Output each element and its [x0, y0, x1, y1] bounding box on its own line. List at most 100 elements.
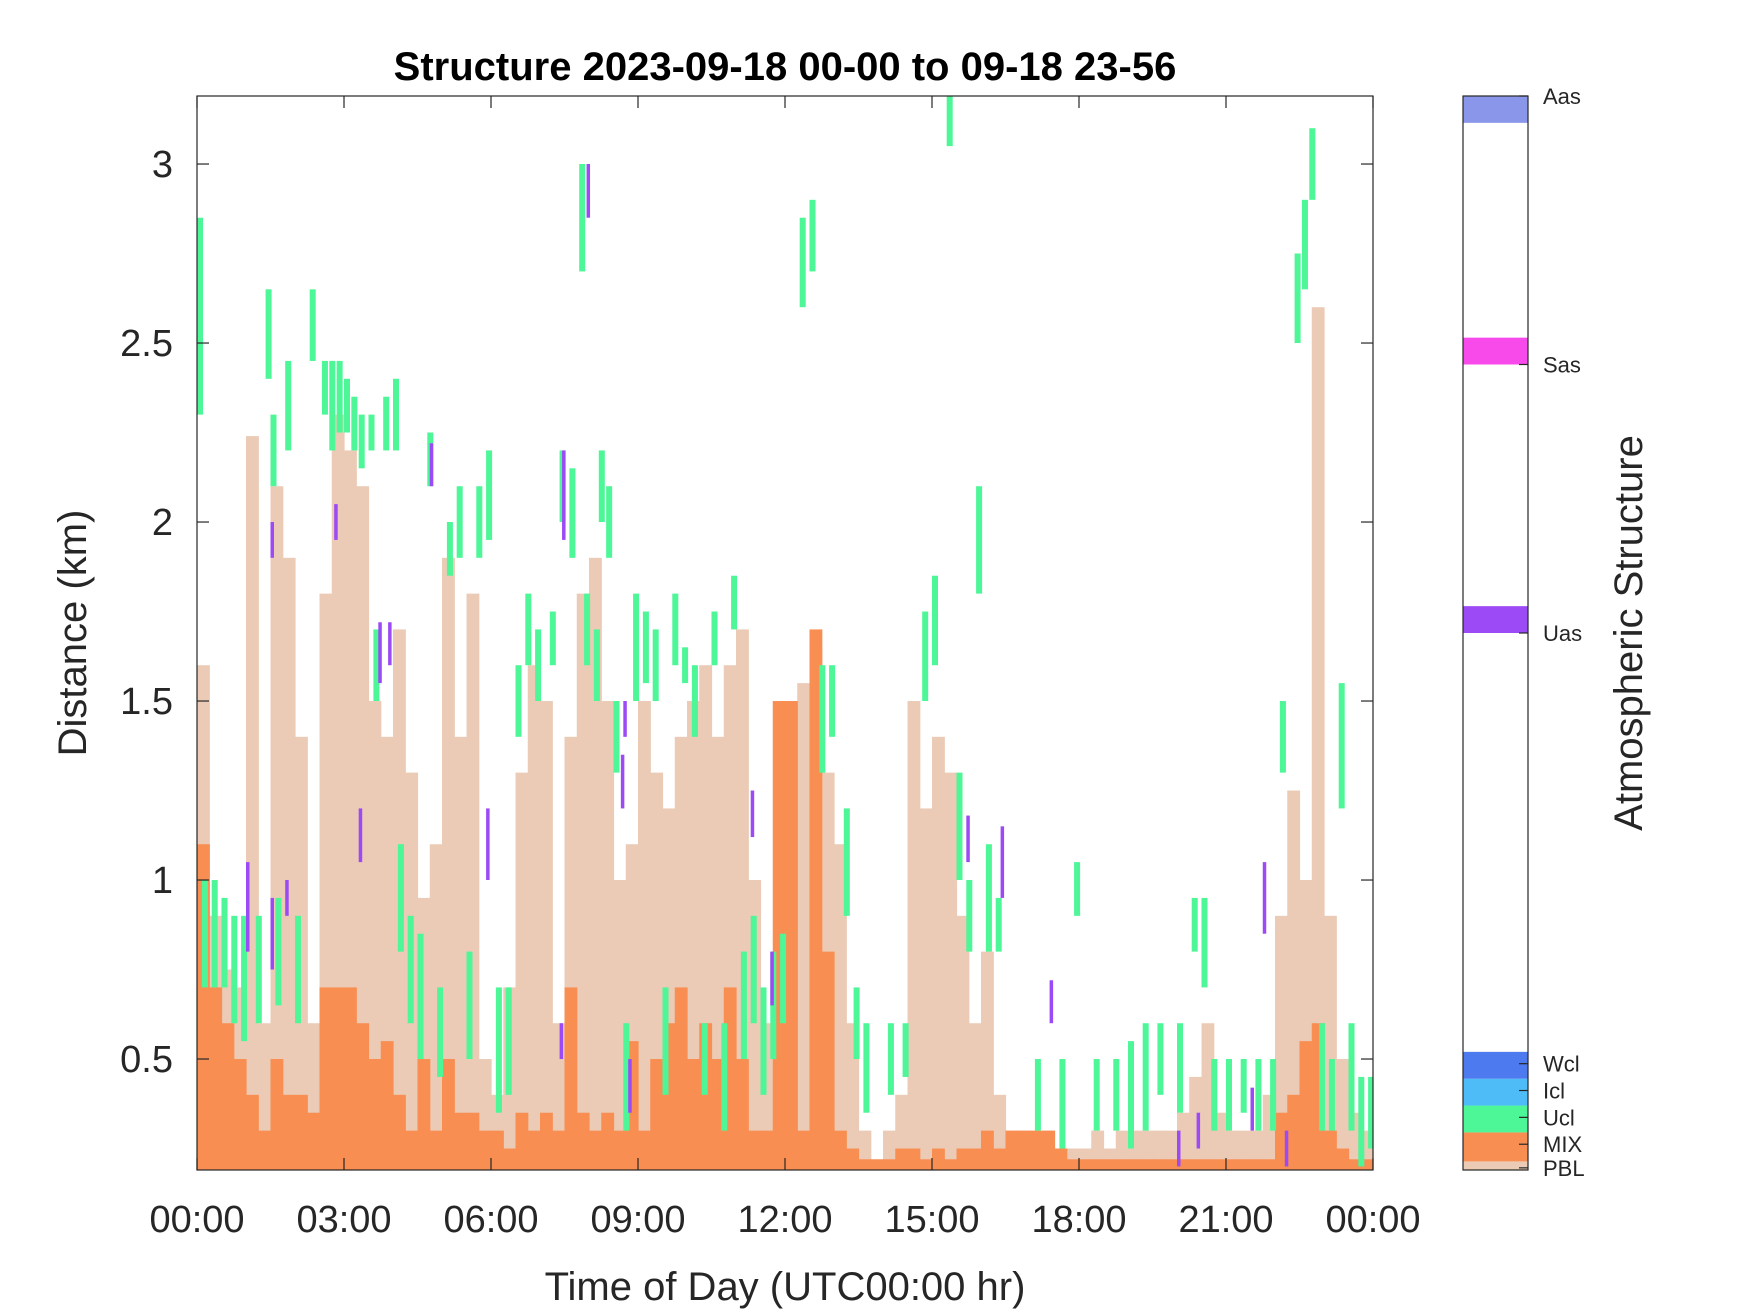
y-tick-label: 1.5: [120, 681, 173, 723]
y-axis: 0.5 1 1.5 2 2.5 3: [120, 144, 1373, 1081]
ucl-segment: [976, 486, 983, 594]
ucl-segment: [270, 414, 277, 487]
mix-column: [1042, 1130, 1056, 1170]
mix-column: [1238, 1159, 1252, 1170]
colorbar-swatch-uas: [1463, 606, 1528, 633]
uas-segment: [1262, 862, 1267, 934]
pbl-column: [907, 701, 921, 1170]
ucl-segment: [1255, 1059, 1262, 1131]
ucl-segment: [1093, 1059, 1100, 1131]
ucl-segment: [525, 593, 532, 666]
ucl-segment: [623, 1023, 630, 1131]
mix-column: [1079, 1159, 1092, 1170]
ucl-segment: [344, 378, 350, 433]
mix-column: [393, 1094, 406, 1170]
pbl-column: [356, 486, 370, 1170]
mix-column: [1299, 1041, 1313, 1170]
ucl-segment: [584, 593, 591, 666]
colorbar-swatch-mix: [1463, 1132, 1528, 1162]
mix-column: [1177, 1159, 1190, 1170]
mix-column: [1164, 1159, 1178, 1170]
mix-column: [1201, 1159, 1215, 1170]
colorbar-label-pbl: PBL: [1543, 1156, 1585, 1181]
ucl-segment: [197, 217, 203, 415]
plot-area: [197, 96, 1373, 1170]
ucl-segment: [1177, 1023, 1183, 1113]
ucl-segment: [809, 199, 816, 272]
uas-segment: [559, 1023, 564, 1060]
ucl-segment: [1074, 862, 1081, 916]
ucl-segment: [985, 844, 992, 952]
pbl-column: [1311, 307, 1325, 1170]
ucl-segment: [321, 360, 328, 415]
mix-column: [1005, 1130, 1019, 1170]
pbl-column: [687, 701, 700, 1170]
mix-column: [515, 1112, 529, 1170]
ucl-segment: [1128, 1041, 1134, 1149]
ucl-segment: [201, 880, 208, 988]
uas-segment: [270, 897, 274, 970]
ucl-segment: [1301, 199, 1308, 290]
ucl-segment: [1113, 1059, 1120, 1131]
mix-column: [368, 1059, 382, 1170]
mix-column: [1262, 1159, 1276, 1170]
mix-column: [258, 1130, 272, 1170]
mix-column: [687, 1059, 700, 1170]
colorbar-label-uas: Uas: [1543, 621, 1582, 646]
ucl-segment: [285, 360, 292, 451]
ucl-segment: [887, 1023, 894, 1095]
uas-segment: [770, 951, 774, 1006]
pbl-column: [331, 414, 345, 1170]
colorbar-swatch-wcl: [1463, 1051, 1528, 1079]
mix-column: [919, 1159, 933, 1170]
ucl-segment: [437, 987, 444, 1077]
mix-column: [883, 1159, 896, 1170]
colorbar-label-mix: MIX: [1543, 1132, 1582, 1157]
mix-column: [1348, 1159, 1362, 1170]
ucl-segment: [393, 378, 399, 451]
y-tick-label: 2: [152, 502, 173, 544]
ucl-segment: [407, 915, 414, 1024]
uas-segment: [562, 450, 566, 540]
y-tick-label: 0.5: [120, 1039, 173, 1081]
ucl-segment: [1191, 897, 1198, 952]
pbl-column: [540, 701, 553, 1170]
ucl-segment: [1201, 897, 1208, 988]
x-tick-label: 03:00: [296, 1199, 391, 1241]
mix-column: [613, 1130, 627, 1170]
mix-column: [503, 1148, 517, 1170]
ucl-segment: [466, 951, 473, 1060]
mix-column: [1115, 1159, 1129, 1170]
uas-segment: [246, 862, 250, 952]
ucl-segment: [476, 486, 483, 558]
ucl-segment: [211, 880, 218, 988]
mix-column: [344, 987, 357, 1170]
uas-segment: [358, 808, 363, 863]
ucl-segment: [265, 289, 272, 379]
ucl-segment: [691, 665, 698, 737]
ucl-segment: [863, 1023, 870, 1113]
mix-column: [809, 629, 823, 1170]
series-uas: [246, 164, 1289, 1167]
series-ucl: [197, 96, 1373, 1167]
pbl-column: [613, 880, 627, 1170]
mix-column: [1054, 1148, 1068, 1170]
uas-segment: [1196, 1112, 1201, 1149]
ucl-segment: [486, 450, 493, 540]
ucl-segment: [383, 396, 390, 451]
mix-column: [295, 1094, 308, 1170]
uas-segment: [429, 443, 434, 487]
ucl-segment: [740, 951, 747, 1060]
uas-segment: [270, 522, 274, 558]
mix-column: [307, 1112, 321, 1170]
pbl-column: [454, 736, 468, 1170]
x-axis: 00:00 03:00 06:00 09:00 12:00 15:00 18:00 21:00…: [149, 96, 1421, 1241]
ucl-segment: [922, 611, 929, 702]
pbl-column: [638, 701, 651, 1170]
ucl-segment: [799, 217, 806, 308]
pbl-column: [601, 701, 615, 1170]
colorbar-label: Atmospheric Structure: [1607, 435, 1651, 831]
ucl-segment: [579, 164, 586, 272]
y-tick-label: 3: [152, 144, 173, 186]
